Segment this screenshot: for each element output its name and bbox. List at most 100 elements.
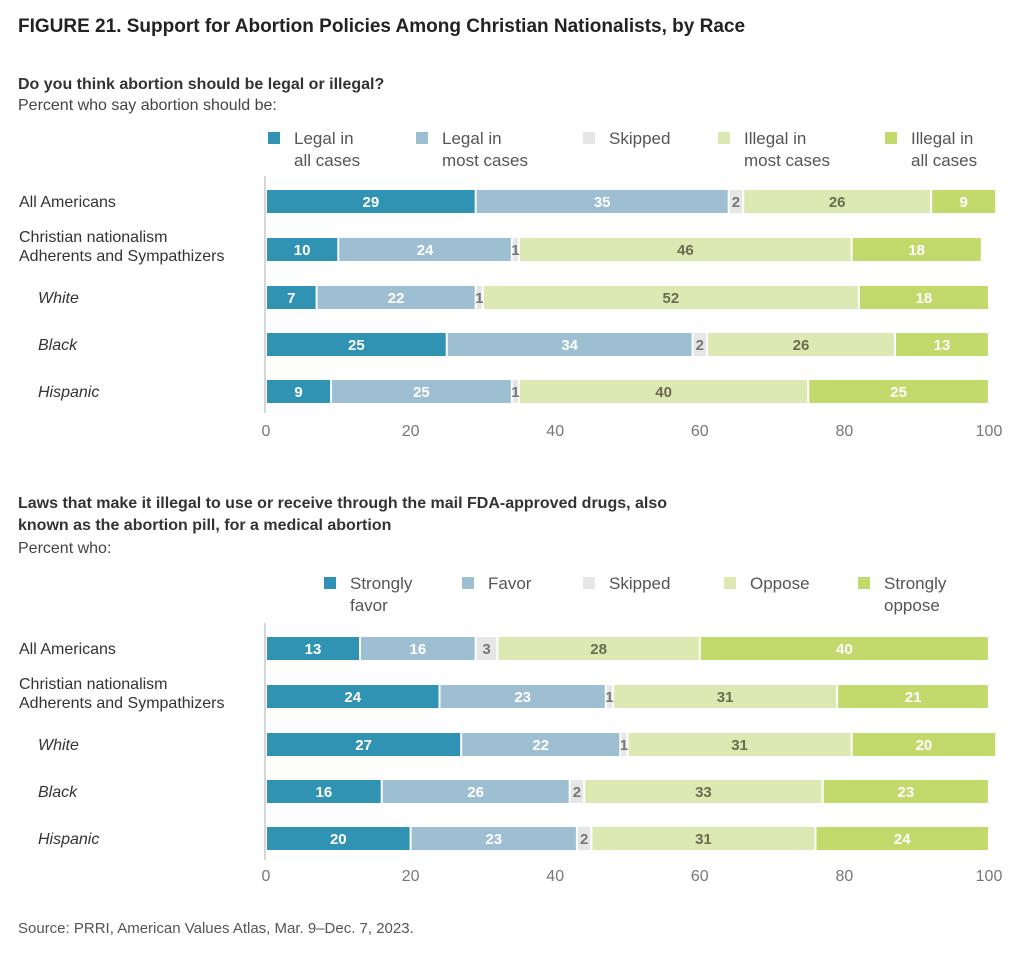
legend-swatch bbox=[724, 577, 736, 589]
data-label: 1 bbox=[475, 290, 483, 307]
x-tick-label: 100 bbox=[976, 423, 1003, 440]
legend-swatch bbox=[583, 577, 595, 589]
bar-segment bbox=[577, 827, 591, 850]
bar-segment bbox=[267, 780, 381, 803]
data-label: 33 bbox=[695, 784, 712, 801]
bar-segment bbox=[621, 733, 627, 756]
category-label: All Americans bbox=[19, 641, 116, 658]
bar-segment bbox=[896, 333, 988, 356]
data-label: 26 bbox=[829, 194, 846, 211]
data-label: 27 bbox=[355, 737, 372, 754]
data-label: 23 bbox=[514, 689, 531, 706]
category-label: Black bbox=[38, 784, 78, 801]
bar-segment bbox=[267, 637, 359, 660]
category-label: Hispanic bbox=[38, 831, 99, 848]
data-label: 13 bbox=[934, 337, 951, 354]
bar-segment bbox=[267, 333, 446, 356]
data-label: 25 bbox=[413, 384, 430, 401]
data-label: 23 bbox=[485, 831, 502, 848]
legend-swatch bbox=[268, 132, 280, 144]
legend-label: Illegal in all cases bbox=[911, 129, 977, 170]
data-label: 24 bbox=[344, 689, 361, 706]
data-label: 9 bbox=[294, 384, 302, 401]
data-label: 31 bbox=[695, 831, 712, 848]
bar-segment bbox=[606, 685, 613, 708]
data-label: 22 bbox=[532, 737, 549, 754]
category-label: Black bbox=[38, 337, 78, 354]
bar-segment bbox=[708, 333, 895, 356]
x-tick-label: 40 bbox=[546, 423, 564, 440]
legend-label: Illegal in most cases bbox=[744, 129, 830, 170]
chart2-subtitle: Percent who: bbox=[18, 540, 112, 557]
category-label: All Americans bbox=[19, 194, 116, 211]
bar-segment bbox=[382, 780, 569, 803]
bar-segment bbox=[339, 238, 511, 261]
figure-title: FIGURE 21. Support for Abortion Policies… bbox=[18, 16, 746, 37]
data-label: 2 bbox=[573, 784, 581, 801]
legend-swatch bbox=[324, 577, 336, 589]
data-label: 16 bbox=[409, 641, 426, 658]
legend-label: Skipped bbox=[609, 574, 670, 593]
data-label: 25 bbox=[890, 384, 907, 401]
data-label: 2 bbox=[732, 194, 740, 211]
bar-segment bbox=[744, 190, 931, 213]
data-label: 26 bbox=[793, 337, 810, 354]
bar-segment bbox=[520, 238, 851, 261]
bar-segment bbox=[729, 190, 743, 213]
data-label: 31 bbox=[731, 737, 748, 754]
bar-segment bbox=[512, 380, 519, 403]
legend-swatch bbox=[858, 577, 870, 589]
bar-segment bbox=[462, 733, 620, 756]
bar-segment bbox=[520, 380, 808, 403]
data-label: 25 bbox=[348, 337, 365, 354]
data-label: 1 bbox=[605, 689, 613, 706]
legend-label: Legal in all cases bbox=[294, 129, 360, 170]
data-label: 26 bbox=[467, 784, 484, 801]
data-label: 29 bbox=[362, 194, 379, 211]
data-label: 24 bbox=[894, 831, 911, 848]
bar-segment bbox=[440, 685, 605, 708]
bar-segment bbox=[267, 685, 439, 708]
category-label: Hispanic bbox=[38, 384, 99, 401]
x-tick-label: 0 bbox=[262, 423, 271, 440]
bar-segment bbox=[447, 333, 692, 356]
bar-segment bbox=[823, 780, 988, 803]
data-label: 7 bbox=[287, 290, 295, 307]
legend-swatch bbox=[416, 132, 428, 144]
bar-segment bbox=[932, 190, 996, 213]
data-label: 31 bbox=[717, 689, 734, 706]
x-tick-label: 80 bbox=[836, 868, 854, 885]
legend-label: Favor bbox=[488, 574, 532, 593]
category-label: White bbox=[38, 290, 79, 307]
bar-segment bbox=[483, 286, 858, 309]
bar-segment bbox=[476, 637, 497, 660]
data-label: 1 bbox=[620, 737, 628, 754]
data-label: 1 bbox=[511, 242, 519, 259]
bar-segment bbox=[317, 286, 475, 309]
data-label: 46 bbox=[677, 242, 694, 259]
legend-label: Oppose bbox=[750, 574, 810, 593]
legend-swatch bbox=[718, 132, 730, 144]
x-tick-label: 20 bbox=[402, 423, 420, 440]
bar-segment bbox=[693, 333, 707, 356]
bar-segment bbox=[809, 380, 988, 403]
bar-segment bbox=[476, 190, 728, 213]
data-label: 9 bbox=[960, 194, 968, 211]
data-label: 40 bbox=[836, 641, 853, 658]
legend-label: Strongly favor bbox=[350, 574, 413, 615]
data-label: 22 bbox=[388, 290, 405, 307]
bar-segment bbox=[852, 733, 996, 756]
data-label: 20 bbox=[916, 737, 933, 754]
data-label: 16 bbox=[315, 784, 332, 801]
bar-segment bbox=[267, 380, 331, 403]
bar-segment bbox=[592, 827, 815, 850]
category-label: Christian nationalism Adherents and Sympa… bbox=[19, 676, 224, 712]
chart1-subtitle: Percent who say abortion should be: bbox=[18, 97, 277, 114]
data-label: 34 bbox=[561, 337, 578, 354]
x-tick-label: 100 bbox=[976, 868, 1003, 885]
data-label: 18 bbox=[916, 290, 933, 307]
category-label: Christian nationalism Adherents and Sympa… bbox=[19, 229, 224, 265]
data-label: 23 bbox=[898, 784, 915, 801]
